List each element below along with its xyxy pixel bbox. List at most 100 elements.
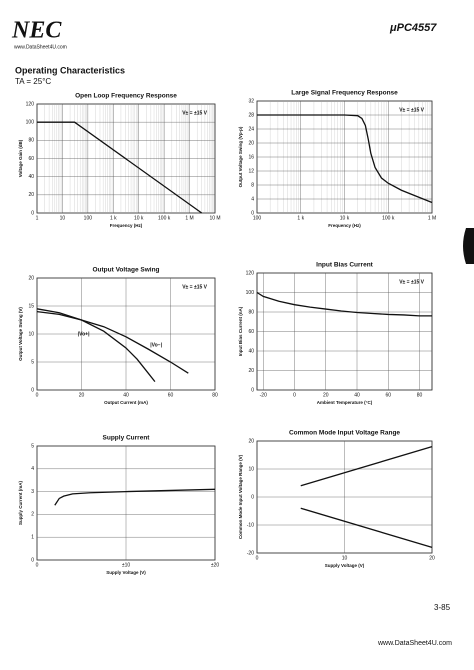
- y-tick-label: 60: [28, 156, 34, 162]
- y-tick-label: 40: [28, 174, 34, 180]
- x-tick-label: 100 k: [382, 215, 395, 221]
- data-line: [257, 114, 433, 204]
- y-tick-label: 40: [248, 348, 254, 354]
- y-tick-label: 24: [248, 126, 254, 132]
- y-tick-label: 12: [248, 168, 254, 174]
- annotation: V± = ±15 V: [399, 107, 424, 113]
- y-tick-label: 5: [31, 359, 34, 365]
- y-tick-label: 5: [31, 443, 34, 449]
- y-tick-label: 20: [248, 140, 254, 146]
- y-tick-label: 20: [28, 192, 34, 198]
- y-tick-label: 80: [28, 138, 34, 144]
- y-tick-label: 4: [31, 466, 34, 472]
- x-tick-label: 0: [36, 392, 39, 398]
- y-tick-label: 60: [248, 329, 254, 335]
- y-tick-label: -10: [247, 522, 254, 528]
- data-line: [54, 488, 216, 506]
- section-title: Operating Characteristics: [15, 65, 125, 75]
- x-tick-label: 1: [36, 215, 39, 221]
- x-tick-label: 1 k: [110, 215, 117, 221]
- x-tick-label: 100: [84, 215, 93, 221]
- y-tick-label: 20: [248, 368, 254, 374]
- y-tick-label: 2: [31, 512, 34, 518]
- x-tick-label: 40: [354, 392, 360, 398]
- y-tick-label: 8: [251, 182, 254, 188]
- x-tick-label: 1 M: [185, 215, 193, 221]
- x-tick-label: -20: [260, 392, 267, 398]
- condition: TA = 25°C: [15, 77, 51, 86]
- y-tick-label: 0: [31, 210, 34, 216]
- y-axis-label: Output Voltage Swing (V): [18, 307, 23, 361]
- annotation: V± = ±15 V: [399, 279, 424, 285]
- y-tick-label: 16: [248, 154, 254, 160]
- data-line: [256, 291, 432, 317]
- chart-title: Open Loop Frequency Response: [75, 93, 177, 100]
- y-tick-label: 80: [248, 309, 254, 315]
- x-tick-label: 100: [253, 215, 262, 221]
- annotation: V± = ±15 V: [182, 284, 207, 290]
- y-tick-label: 0: [251, 494, 254, 500]
- data-line: [36, 308, 156, 383]
- x-tick-label: 10 k: [134, 215, 144, 221]
- chart-title: Supply Current: [103, 435, 151, 442]
- footer-site: www.DataSheet4U.com: [377, 640, 452, 647]
- chart-title: Input Bias Current: [316, 262, 374, 269]
- tab-mark: [463, 228, 474, 264]
- series-label: |Vo+|: [78, 332, 90, 338]
- y-axis-label: Supply Current (mA): [18, 481, 23, 526]
- x-tick-label: 80: [212, 392, 218, 398]
- data-line: [37, 121, 203, 214]
- y-axis-label: Voltage Gain (dB): [18, 139, 23, 177]
- page-number: 3-85: [434, 603, 451, 612]
- y-tick-label: 3: [31, 489, 34, 495]
- y-axis-label: Common Mode Input Voltage Range (V): [238, 454, 243, 539]
- y-tick-label: 120: [26, 101, 35, 107]
- x-tick-label: 10: [60, 215, 66, 221]
- y-axis-label: Input Bias Current (nA): [238, 306, 243, 356]
- x-tick-label: 20: [79, 392, 85, 398]
- x-axis-label: Supply Voltage (V): [106, 570, 146, 575]
- x-tick-label: 0: [256, 555, 259, 561]
- annotation: V± = ±15 V: [182, 110, 207, 116]
- x-tick-label: 100 k: [158, 215, 171, 221]
- data-line: [300, 507, 433, 549]
- y-tick-label: 20: [248, 438, 254, 444]
- y-tick-label: 1: [31, 535, 34, 541]
- chart-title: Common Mode Input Voltage Range: [289, 430, 400, 437]
- x-axis-label: Output Current (mA): [104, 400, 148, 405]
- x-tick-label: 1 k: [297, 215, 304, 221]
- x-tick-label: 20: [323, 392, 329, 398]
- x-axis-label: Frequency (Hz): [110, 223, 143, 228]
- y-tick-label: 120: [246, 270, 255, 276]
- data-line: [36, 310, 189, 374]
- y-tick-label: 0: [251, 210, 254, 216]
- part-number: μPC4557: [389, 22, 437, 34]
- x-axis-label: Frequency (Hz): [328, 223, 361, 228]
- y-tick-label: 20: [28, 275, 34, 281]
- y-tick-label: 28: [248, 112, 254, 118]
- x-tick-label: 60: [168, 392, 174, 398]
- y-tick-label: -20: [247, 550, 254, 556]
- x-tick-label: ±20: [211, 562, 220, 568]
- x-axis-label: Ambient Temperature (°C): [317, 400, 373, 405]
- logo: NEC: [11, 18, 62, 44]
- x-tick-label: ±10: [122, 562, 131, 568]
- y-tick-label: 15: [28, 303, 34, 309]
- y-tick-label: 0: [31, 557, 34, 563]
- data-line: [300, 445, 433, 487]
- y-tick-label: 10: [248, 466, 254, 472]
- x-tick-label: 10 k: [340, 215, 350, 221]
- y-tick-label: 4: [251, 196, 254, 202]
- x-tick-label: 80: [417, 392, 423, 398]
- chart-title: Output Voltage Swing: [92, 267, 159, 274]
- y-tick-label: 32: [248, 98, 254, 104]
- x-tick-label: 60: [385, 392, 391, 398]
- x-tick-label: 40: [123, 392, 129, 398]
- x-axis-label: Supply Voltage (V): [325, 563, 365, 568]
- y-tick-label: 0: [251, 387, 254, 393]
- x-tick-label: 10 M: [209, 215, 220, 221]
- x-tick-label: 0: [293, 392, 296, 398]
- x-tick-label: 20: [429, 555, 435, 561]
